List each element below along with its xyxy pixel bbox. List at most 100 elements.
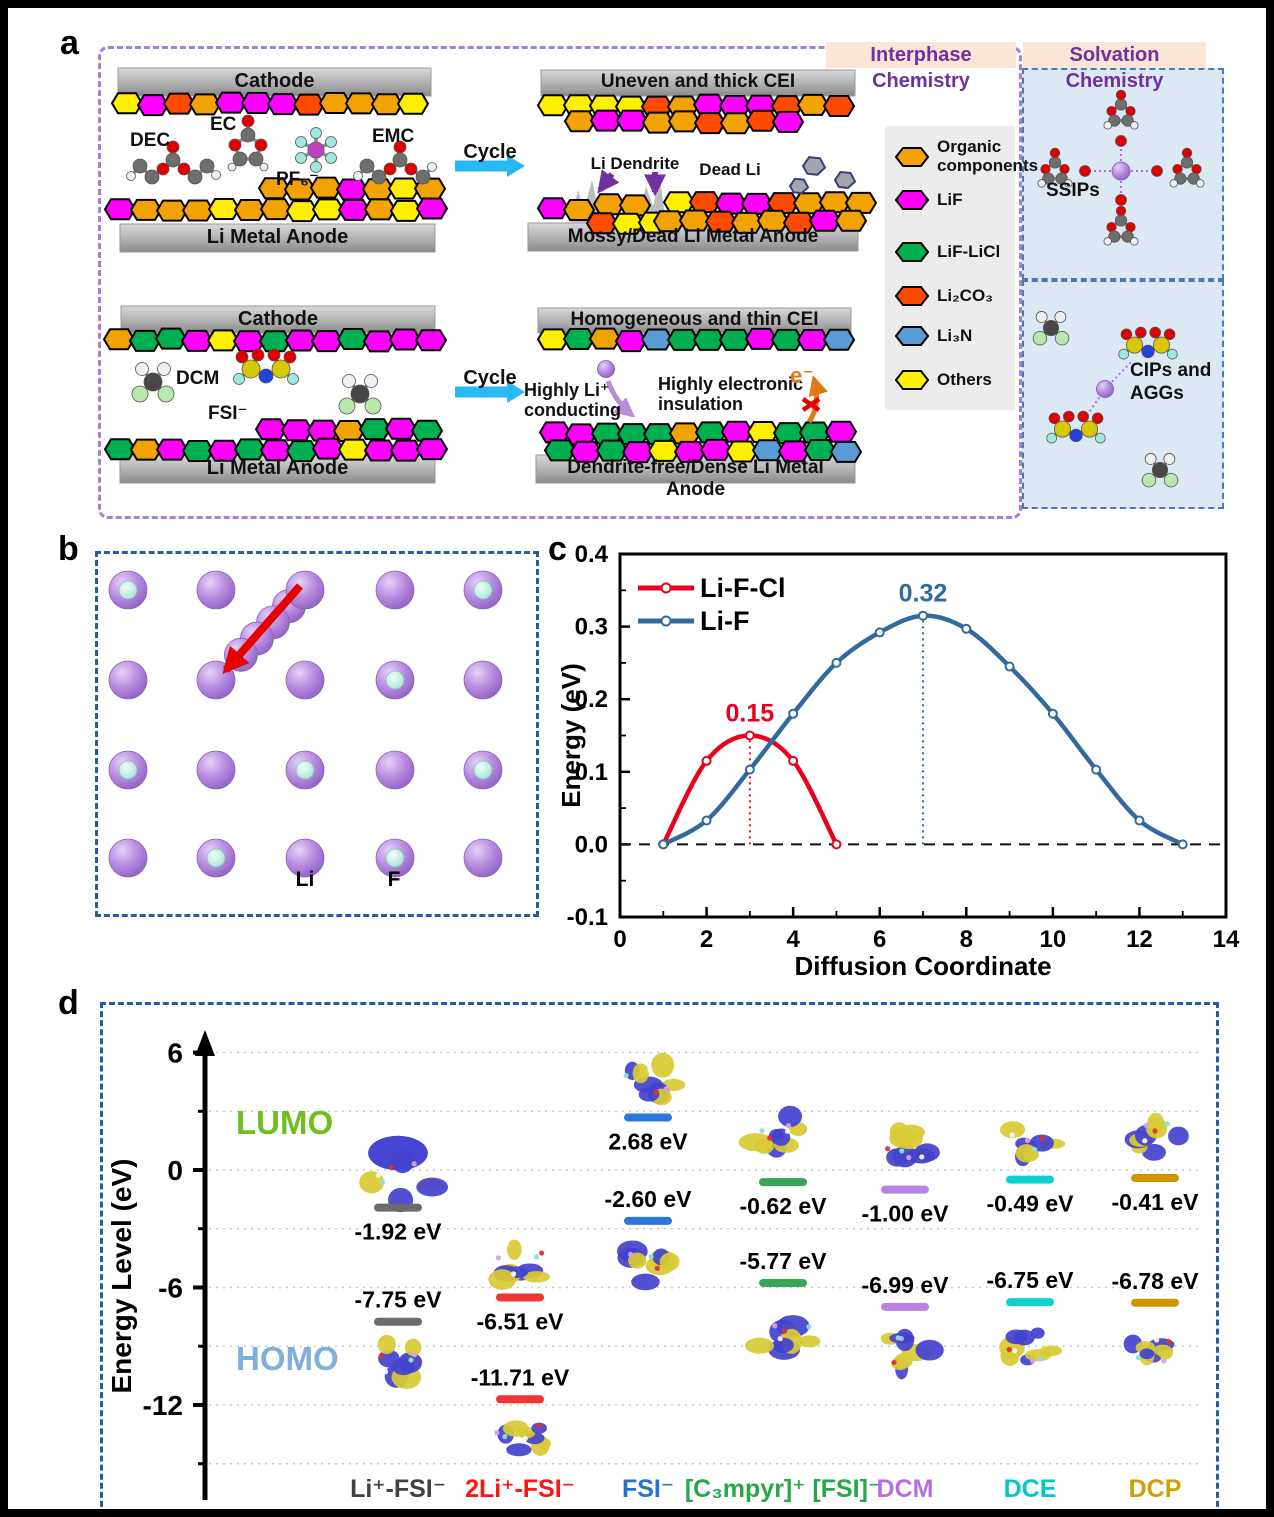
orbital-isosurface (488, 1239, 550, 1290)
svg-text:2Li⁺-FSI⁻: 2Li⁺-FSI⁻ (465, 1475, 575, 1503)
legend-item-label: Others (937, 369, 992, 389)
svg-text:Li⁺-FSI⁻: Li⁺-FSI⁻ (350, 1475, 446, 1503)
emc-label: EMC (372, 126, 415, 147)
lumo-label: LUMO (236, 1104, 334, 1141)
orbital-isosurface (999, 1327, 1063, 1366)
solvation-chemistry-header: Solvation Chemistry (1023, 42, 1206, 92)
li-dendrite-label: Li Dendrite (590, 154, 680, 173)
panel-a-label: a (60, 24, 79, 62)
legend-item: Others (895, 370, 992, 390)
homo-level-bar (881, 1302, 929, 1311)
orbital-isosurface (359, 1135, 449, 1213)
others-swatch-icon (895, 370, 929, 390)
panel-d-chart: 6 0 -6 -12 -1.92 eV -7.75 eV Li⁺-FSI⁻ -6.51 eV -… (143, 1030, 1200, 1503)
sei-legend: Organic components LiF LiF-LiCl Li₂CO₃ L… (885, 126, 1038, 410)
svg-text:-0.1: -0.1 (567, 904, 608, 931)
cips-aggs-label: CIPs and AGGs (1130, 360, 1212, 404)
svg-text:-6: -6 (158, 1272, 183, 1303)
f-atom-label: F (387, 868, 401, 891)
panel-b-art (108, 570, 503, 878)
legend-item-label: LiF (937, 189, 963, 209)
svg-text:0.4: 0.4 (575, 541, 609, 568)
homo-level-bar (624, 1216, 672, 1225)
figure-art: 0 2 4 6 8 10 12 14 -0.1 0.0 0.1 0.2 0.3 0.4 0.15 0.32 Li… (102, 67, 1240, 1503)
legend-item-label: Organic components (937, 137, 1039, 175)
svg-text:-5.77 eV: -5.77 eV (740, 1248, 828, 1274)
dense-anode-label: Dendrite-free/Dense Li Metal Anode (567, 457, 824, 500)
cycle-top-label: Cycle (463, 141, 517, 163)
svg-text:0: 0 (613, 926, 626, 953)
legend-item: Organic components (895, 137, 1039, 175)
lumo-level-bar (881, 1185, 929, 1194)
svg-text:-1.00 eV: -1.00 eV (862, 1201, 950, 1227)
svg-text:-6.78 eV: -6.78 eV (1112, 1268, 1200, 1294)
svg-text:FSI⁻: FSI⁻ (622, 1475, 674, 1503)
li-conducting-line1: Highly Li⁺ (524, 380, 610, 400)
svg-text:Diffusion Coordinate: Diffusion Coordinate (794, 951, 1051, 981)
molecule (1032, 311, 1070, 346)
panel-d-label: d (58, 984, 79, 1022)
svg-text:12: 12 (1126, 926, 1153, 953)
orbital-isosurface (1124, 1112, 1189, 1161)
homo-level-bar (496, 1395, 544, 1404)
cycle-bottom-label: Cycle (463, 367, 517, 389)
insulation-line2: insulation (658, 394, 743, 414)
svg-text:Li-F-Cl: Li-F-Cl (700, 573, 785, 603)
lumo-level-bar (759, 1178, 807, 1187)
legend-item: LiF (895, 190, 963, 210)
molecule (1169, 147, 1205, 188)
svg-text:2: 2 (700, 926, 713, 953)
orbital-isosurface (377, 1334, 423, 1390)
legend-item: Li₂CO₃ (895, 286, 993, 306)
anode-bottom-label: Li Metal Anode (206, 457, 349, 479)
svg-text:Energy (eV): Energy (eV) (556, 663, 586, 808)
molecule (1118, 326, 1178, 360)
fsi-label: FSI⁻ (208, 403, 248, 424)
lif-swatch-icon (895, 190, 929, 210)
orbital-isosurface (616, 1240, 680, 1291)
molecule (227, 114, 269, 172)
svg-text:0.3: 0.3 (575, 614, 608, 641)
svg-text:-6.51 eV: -6.51 eV (477, 1308, 565, 1334)
cathode-bottom-label: Cathode (238, 308, 318, 330)
lumo-level-bar (624, 1113, 672, 1122)
molecule (131, 362, 175, 403)
molecule (1141, 453, 1179, 488)
svg-text:8: 8 (960, 926, 973, 953)
anode-top-label: Li Metal Anode (206, 226, 349, 248)
pf6-label: PF₆⁻ (276, 169, 319, 190)
panel-b-label: b (58, 530, 79, 568)
svg-text:-6.75 eV: -6.75 eV (987, 1267, 1075, 1293)
orbital-isosurface (880, 1328, 944, 1380)
dead-li-label: Dead Li (699, 160, 761, 179)
lumo-level-bar (374, 1203, 422, 1212)
molecule (1103, 89, 1139, 130)
li-conducting-line2: conducting (524, 400, 621, 420)
lumo-level-bar (1006, 1175, 1054, 1184)
lumo-level-bar (1131, 1174, 1179, 1183)
svg-text:0.15: 0.15 (726, 700, 775, 728)
energy-level-axis-label: Energy Level (eV) (106, 1158, 137, 1394)
molecule (126, 140, 221, 185)
lumo-level-bar (496, 1293, 544, 1302)
electron-label: e⁻ (790, 363, 814, 388)
svg-text:-1.92 eV: -1.92 eV (355, 1219, 443, 1245)
orbital-isosurface (744, 1315, 821, 1360)
li-atom-label: Li (295, 868, 315, 891)
cathode-top-label: Cathode (234, 70, 315, 92)
molecule (353, 140, 437, 185)
svg-text:-7.75 eV: -7.75 eV (355, 1287, 443, 1313)
molecule (233, 348, 299, 385)
svg-text:2.68 eV: 2.68 eV (608, 1129, 688, 1155)
svg-text:-2.60 eV: -2.60 eV (605, 1186, 693, 1212)
svg-text:Li-F: Li-F (700, 606, 749, 636)
panel-a-art (102, 67, 1205, 488)
panel-c-chart: 0 2 4 6 8 10 12 14 -0.1 0.0 0.1 0.2 0.3 0.4 0.15 0.32 Li… (556, 541, 1240, 981)
svg-text:-0.41 eV: -0.41 eV (1112, 1189, 1200, 1215)
homo-level-bar (1131, 1298, 1179, 1307)
svg-text:0.1: 0.1 (575, 759, 608, 786)
organic-components-swatch-icon (895, 146, 929, 167)
orbital-isosurface (1123, 1334, 1175, 1366)
dec-label: DEC (130, 130, 171, 151)
panel-b-border (95, 551, 539, 917)
